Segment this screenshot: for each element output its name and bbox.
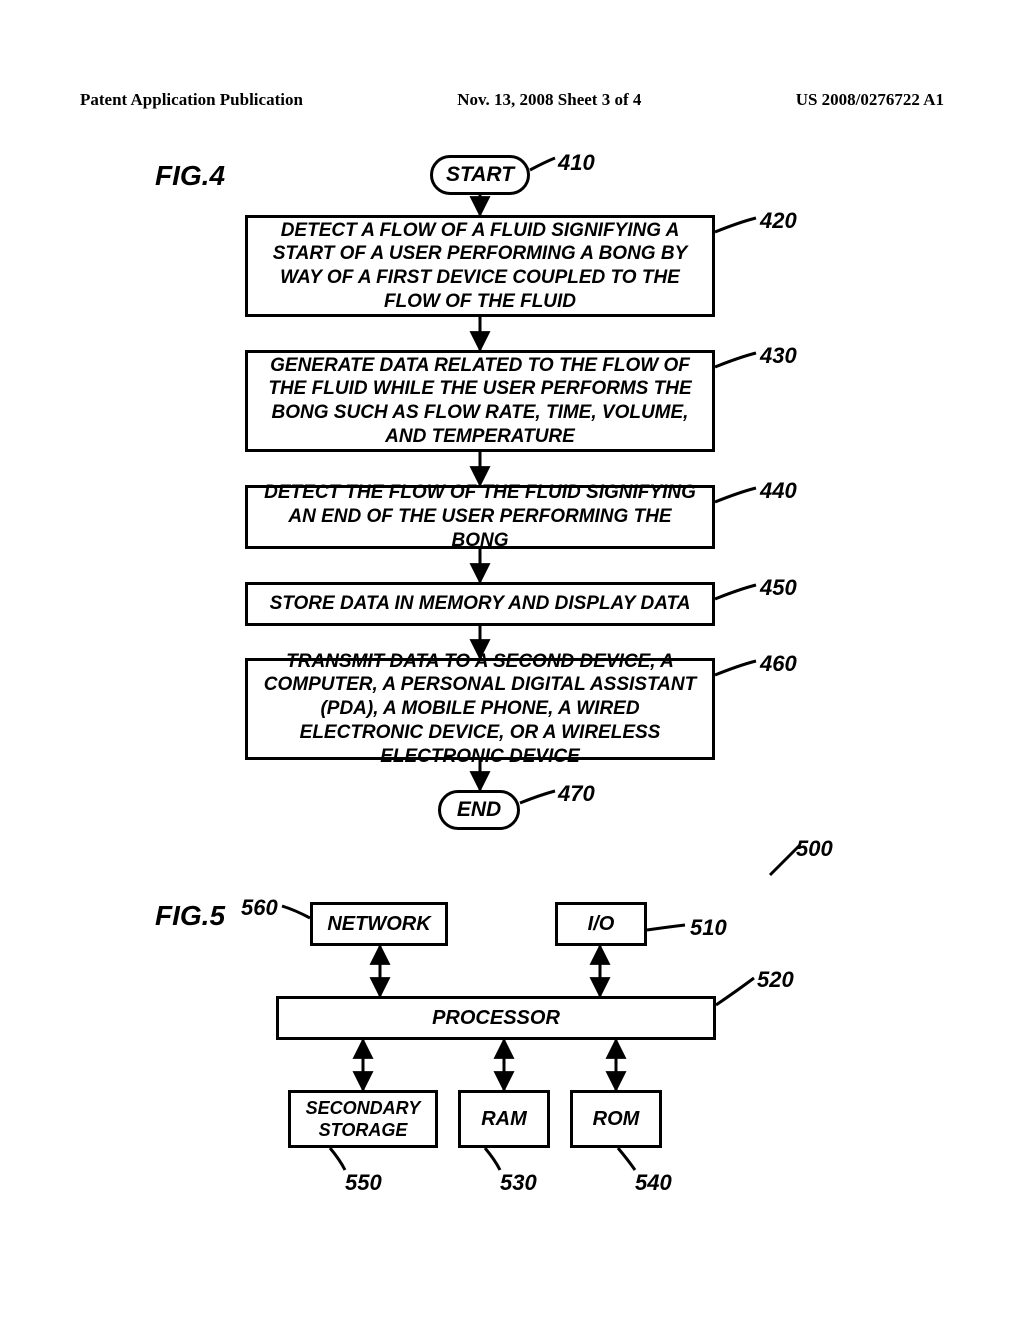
io-block: I/O	[555, 902, 647, 946]
secondary-storage-block: SECONDARY STORAGE	[288, 1090, 438, 1148]
end-node: END	[438, 790, 520, 830]
ref-560: 560	[241, 895, 278, 921]
ref-460: 460	[760, 651, 797, 677]
start-node: START	[430, 155, 530, 195]
header-center: Nov. 13, 2008 Sheet 3 of 4	[457, 90, 641, 110]
ref-440: 440	[760, 478, 797, 504]
page-header: Patent Application Publication Nov. 13, …	[80, 90, 944, 110]
step-430: GENERATE DATA RELATED TO THE FLOW OF THE…	[245, 350, 715, 452]
ref-500: 500	[796, 836, 833, 862]
ref-550: 550	[345, 1170, 382, 1196]
step-450: STORE DATA IN MEMORY AND DISPLAY DATA	[245, 582, 715, 626]
ref-540: 540	[635, 1170, 672, 1196]
ref-420: 420	[760, 208, 797, 234]
ram-block: RAM	[458, 1090, 550, 1148]
ref-410: 410	[558, 150, 595, 176]
header-right: US 2008/0276722 A1	[796, 90, 944, 110]
ref-450: 450	[760, 575, 797, 601]
step-420: DETECT A FLOW OF A FLUID SIGNIFYING A ST…	[245, 215, 715, 317]
header-left: Patent Application Publication	[80, 90, 303, 110]
ref-520: 520	[757, 967, 794, 993]
ref-470: 470	[558, 781, 595, 807]
ref-510: 510	[690, 915, 727, 941]
fig5-label: FIG.5	[155, 900, 225, 932]
step-460: TRANSMIT DATA TO A SECOND DEVICE, A COMP…	[245, 658, 715, 760]
fig4-label: FIG.4	[155, 160, 225, 192]
rom-block: ROM	[570, 1090, 662, 1148]
ref-430: 430	[760, 343, 797, 369]
processor-block: PROCESSOR	[276, 996, 716, 1040]
network-block: NETWORK	[310, 902, 448, 946]
ref-530: 530	[500, 1170, 537, 1196]
step-440: DETECT THE FLOW OF THE FLUID SIGNIFYING …	[245, 485, 715, 549]
